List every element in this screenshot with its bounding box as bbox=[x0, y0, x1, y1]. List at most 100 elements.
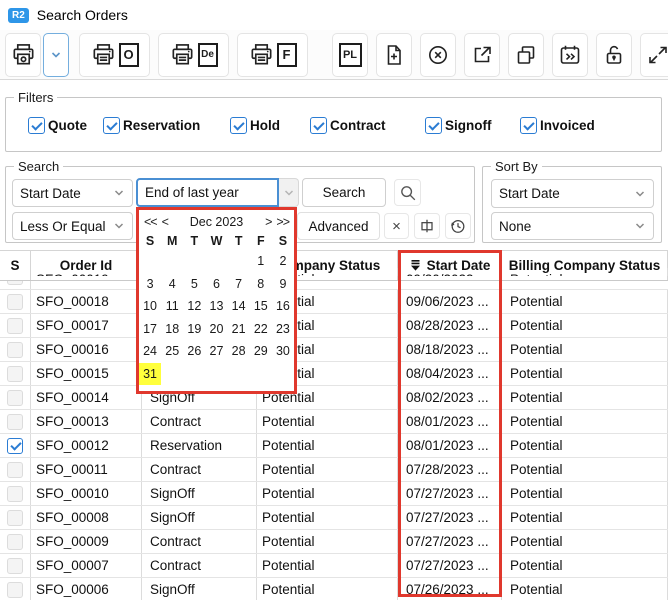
table-row[interactable]: SFO_00013 Contract Potential 08/01/2023 ...… bbox=[0, 410, 668, 434]
table-row[interactable]: SFO_00011 Contract Potential 07/28/2023 ...… bbox=[0, 458, 668, 482]
checkbox-icon[interactable] bbox=[310, 117, 327, 134]
calendar-day[interactable]: 25 bbox=[165, 344, 180, 359]
table-row[interactable]: SFO_00008 SignOff Potential 07/27/2023 ... P… bbox=[0, 506, 668, 530]
calendar-day[interactable]: 2 bbox=[279, 254, 287, 269]
calendar-day[interactable]: 24 bbox=[143, 344, 158, 359]
cell-select-checkbox[interactable] bbox=[0, 530, 31, 553]
cell-select-checkbox[interactable] bbox=[0, 410, 31, 433]
row-checkbox[interactable] bbox=[7, 281, 23, 285]
table-row[interactable]: SFO_00016Potential08/18/2023 ...Potentia… bbox=[0, 338, 668, 362]
table-row[interactable]: SFO_00015Potential08/04/2023 ...Potentia… bbox=[0, 362, 668, 386]
cell-select-checkbox[interactable] bbox=[0, 314, 31, 337]
unlock-button[interactable] bbox=[596, 32, 632, 77]
search-magnifier-button[interactable] bbox=[394, 179, 421, 206]
clear-search-button[interactable]: × bbox=[384, 213, 409, 239]
row-checkbox[interactable] bbox=[7, 389, 23, 406]
row-checkbox[interactable] bbox=[7, 533, 23, 550]
table-row[interactable]: SFO_00012 Reservation Potential 08/01/2023 … bbox=[0, 434, 668, 458]
new-document-button[interactable] bbox=[376, 32, 412, 77]
cell-select-checkbox[interactable] bbox=[0, 458, 31, 481]
calendar-day[interactable]: 8 bbox=[257, 276, 265, 291]
copy-button[interactable] bbox=[508, 32, 544, 77]
calendar-day[interactable]: 6 bbox=[213, 276, 220, 291]
checkbox-icon[interactable] bbox=[520, 117, 537, 134]
sortby-secondary-dropdown[interactable]: None bbox=[491, 212, 654, 240]
filter-checkbox-reservation[interactable]: Reservation bbox=[103, 117, 200, 134]
calendar-day[interactable]: 14 bbox=[231, 299, 246, 314]
mirror-column-button[interactable] bbox=[414, 213, 440, 239]
col-header-start-date[interactable]: Start Date bbox=[398, 251, 502, 280]
table-row[interactable]: SFO_00014 SignOff Potential 08/02/2023 ... P… bbox=[0, 386, 668, 410]
calendar-last-button[interactable]: >> bbox=[276, 215, 290, 229]
calendar-day[interactable]: 10 bbox=[143, 299, 158, 314]
filter-checkbox-hold[interactable]: Hold bbox=[230, 117, 280, 134]
cell-select-checkbox[interactable] bbox=[0, 362, 31, 385]
calendar-day[interactable]: 20 bbox=[209, 321, 224, 336]
table-row[interactable]: SFO_00010 SignOff Potential 07/27/2023 ... P… bbox=[0, 482, 668, 506]
row-checkbox[interactable] bbox=[7, 317, 23, 334]
calendar-next-button[interactable]: > bbox=[265, 215, 272, 229]
cell-select-checkbox[interactable] bbox=[0, 281, 31, 289]
cell-select-checkbox[interactable] bbox=[0, 482, 31, 505]
col-header-company-status[interactable]: Company Status bbox=[257, 251, 398, 280]
calendar-forward-button[interactable] bbox=[552, 32, 588, 77]
cell-select-checkbox[interactable] bbox=[0, 578, 31, 600]
cancel-button[interactable] bbox=[420, 32, 456, 77]
calendar-day[interactable]: 9 bbox=[279, 276, 287, 291]
search-operator-dropdown[interactable]: Less Or Equal bbox=[12, 212, 133, 240]
table-row[interactable]: SFO_00007 Contract Potential 07/27/2023 ...… bbox=[0, 554, 668, 578]
sortby-primary-dropdown[interactable]: Start Date bbox=[491, 179, 654, 208]
calendar-day[interactable]: 27 bbox=[209, 344, 224, 359]
table-row[interactable]: SFO_00019Potential09/20/2023 ...Potentia… bbox=[0, 268, 668, 290]
calendar-day[interactable]: 7 bbox=[235, 276, 243, 291]
pl-button[interactable]: PL bbox=[332, 32, 368, 77]
filter-checkbox-signoff[interactable]: Signoff bbox=[425, 117, 492, 134]
search-button[interactable]: Search bbox=[302, 178, 386, 207]
filter-checkbox-contract[interactable]: Contract bbox=[310, 117, 386, 134]
calendar-day[interactable]: 19 bbox=[187, 321, 202, 336]
calendar-day[interactable]: 29 bbox=[253, 344, 268, 359]
row-checkbox[interactable] bbox=[7, 509, 23, 526]
calendar-day[interactable]: 4 bbox=[168, 276, 176, 291]
row-checkbox[interactable] bbox=[7, 293, 23, 310]
checkbox-icon[interactable] bbox=[425, 117, 442, 134]
calendar-day[interactable]: 26 bbox=[187, 344, 202, 359]
calendar-first-button[interactable]: << bbox=[144, 215, 158, 229]
print-f-button[interactable]: F bbox=[237, 32, 308, 77]
row-checkbox[interactable] bbox=[7, 581, 23, 598]
row-checkbox[interactable] bbox=[7, 341, 23, 358]
calendar-day[interactable]: 16 bbox=[275, 299, 290, 314]
checkbox-icon[interactable] bbox=[28, 117, 45, 134]
print-button[interactable] bbox=[5, 32, 41, 77]
advanced-button[interactable]: Advanced bbox=[297, 212, 380, 240]
calendar-day[interactable]: 1 bbox=[257, 254, 265, 269]
calendar-day[interactable]: 21 bbox=[231, 321, 246, 336]
calendar-day[interactable]: 23 bbox=[275, 321, 290, 336]
row-checkbox[interactable] bbox=[7, 485, 23, 502]
row-checkbox[interactable] bbox=[7, 365, 23, 382]
calendar-day[interactable]: 13 bbox=[209, 299, 224, 314]
cell-select-checkbox[interactable] bbox=[0, 434, 31, 457]
cell-select-checkbox[interactable] bbox=[0, 554, 31, 577]
cell-select-checkbox[interactable] bbox=[0, 506, 31, 529]
row-checkbox[interactable] bbox=[7, 461, 23, 478]
calendar-day[interactable]: 28 bbox=[231, 344, 246, 359]
calendar-day[interactable]: 22 bbox=[253, 321, 268, 336]
calendar-day[interactable]: 5 bbox=[190, 276, 198, 291]
table-row[interactable]: SFO_00006 SignOff Potential 07/26/2023 ... P… bbox=[0, 578, 668, 600]
calendar-prev-button[interactable]: < bbox=[161, 215, 169, 229]
cell-select-checkbox[interactable] bbox=[0, 338, 31, 361]
date-value-combo[interactable]: End of last year bbox=[136, 178, 279, 207]
search-field-dropdown[interactable]: Start Date bbox=[12, 179, 133, 207]
calendar-day[interactable]: 31 bbox=[139, 362, 162, 385]
table-row[interactable]: SFO_00009 Contract Potential 07/27/2023 ...… bbox=[0, 530, 668, 554]
print-delivery-button[interactable]: De bbox=[158, 32, 229, 77]
calendar-day[interactable]: 15 bbox=[253, 299, 268, 314]
cell-select-checkbox[interactable] bbox=[0, 386, 31, 409]
table-row[interactable]: SFO_00017Potential08/28/2023 ...Potentia… bbox=[0, 314, 668, 338]
row-checkbox-checked[interactable] bbox=[7, 437, 23, 454]
print-options-dropdown[interactable] bbox=[43, 32, 69, 77]
calendar-day[interactable]: 11 bbox=[165, 299, 179, 314]
row-checkbox[interactable] bbox=[7, 557, 23, 574]
open-external-button[interactable] bbox=[464, 32, 500, 77]
